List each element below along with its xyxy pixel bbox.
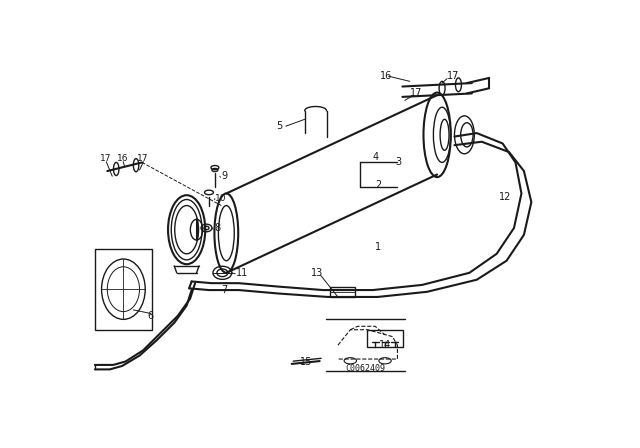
Text: 6: 6 [147, 311, 153, 321]
FancyBboxPatch shape [367, 330, 403, 347]
Text: 2: 2 [375, 180, 381, 190]
Text: 11: 11 [236, 268, 248, 278]
Text: 9: 9 [221, 171, 227, 181]
Text: 17: 17 [137, 155, 148, 164]
FancyBboxPatch shape [95, 249, 152, 330]
Text: 5: 5 [276, 121, 282, 131]
Text: 15: 15 [300, 358, 312, 367]
FancyBboxPatch shape [330, 287, 355, 297]
Text: 16: 16 [117, 155, 129, 164]
Text: 13: 13 [310, 268, 323, 278]
Text: 17: 17 [447, 71, 460, 81]
Text: 8: 8 [214, 223, 220, 233]
Text: C0062409: C0062409 [345, 364, 385, 373]
Text: 1: 1 [375, 242, 381, 252]
Text: 3: 3 [395, 157, 401, 168]
Text: 10: 10 [215, 194, 227, 203]
Text: 17: 17 [410, 88, 422, 99]
Text: 4: 4 [372, 152, 379, 162]
Text: 17: 17 [100, 155, 111, 164]
Text: 12: 12 [499, 192, 511, 202]
Text: 14: 14 [379, 340, 391, 350]
Text: 7: 7 [221, 285, 228, 295]
Text: 16: 16 [380, 71, 392, 81]
